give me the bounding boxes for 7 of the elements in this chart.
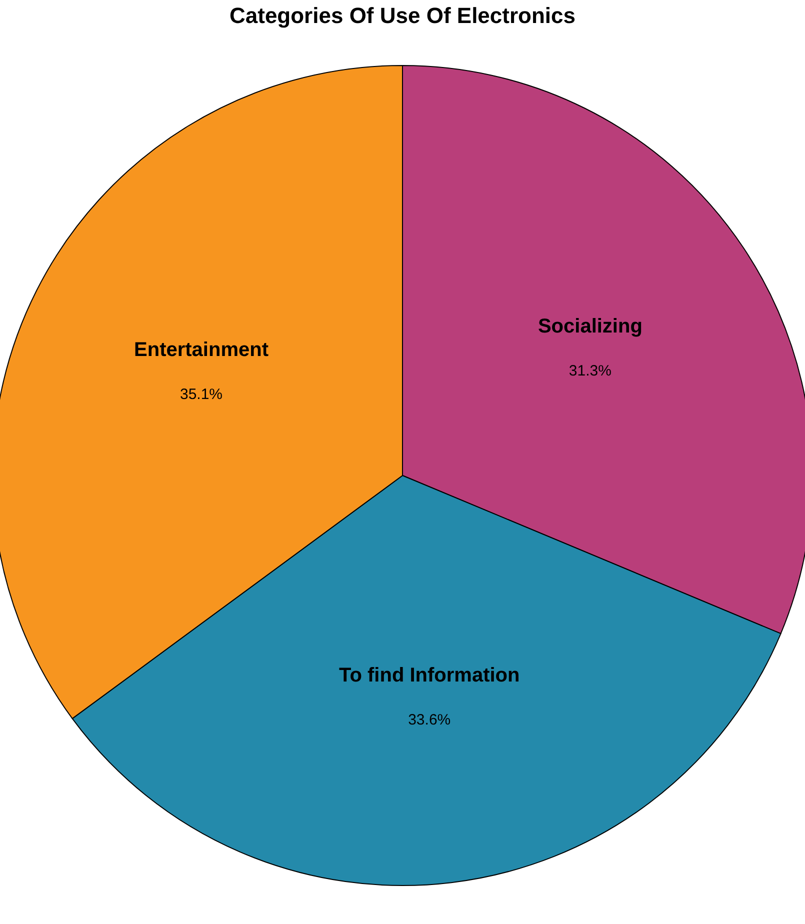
data-label: 35.1%: [180, 386, 223, 403]
slice-label: To find Information: [339, 664, 520, 686]
data-label: 33.6%: [408, 711, 451, 728]
slice-label: Entertainment: [134, 338, 269, 361]
chart-title: Categories Of Use Of Electronics: [230, 3, 576, 28]
data-label: 31.3%: [568, 362, 612, 380]
slice-label: Socializing: [538, 316, 642, 338]
